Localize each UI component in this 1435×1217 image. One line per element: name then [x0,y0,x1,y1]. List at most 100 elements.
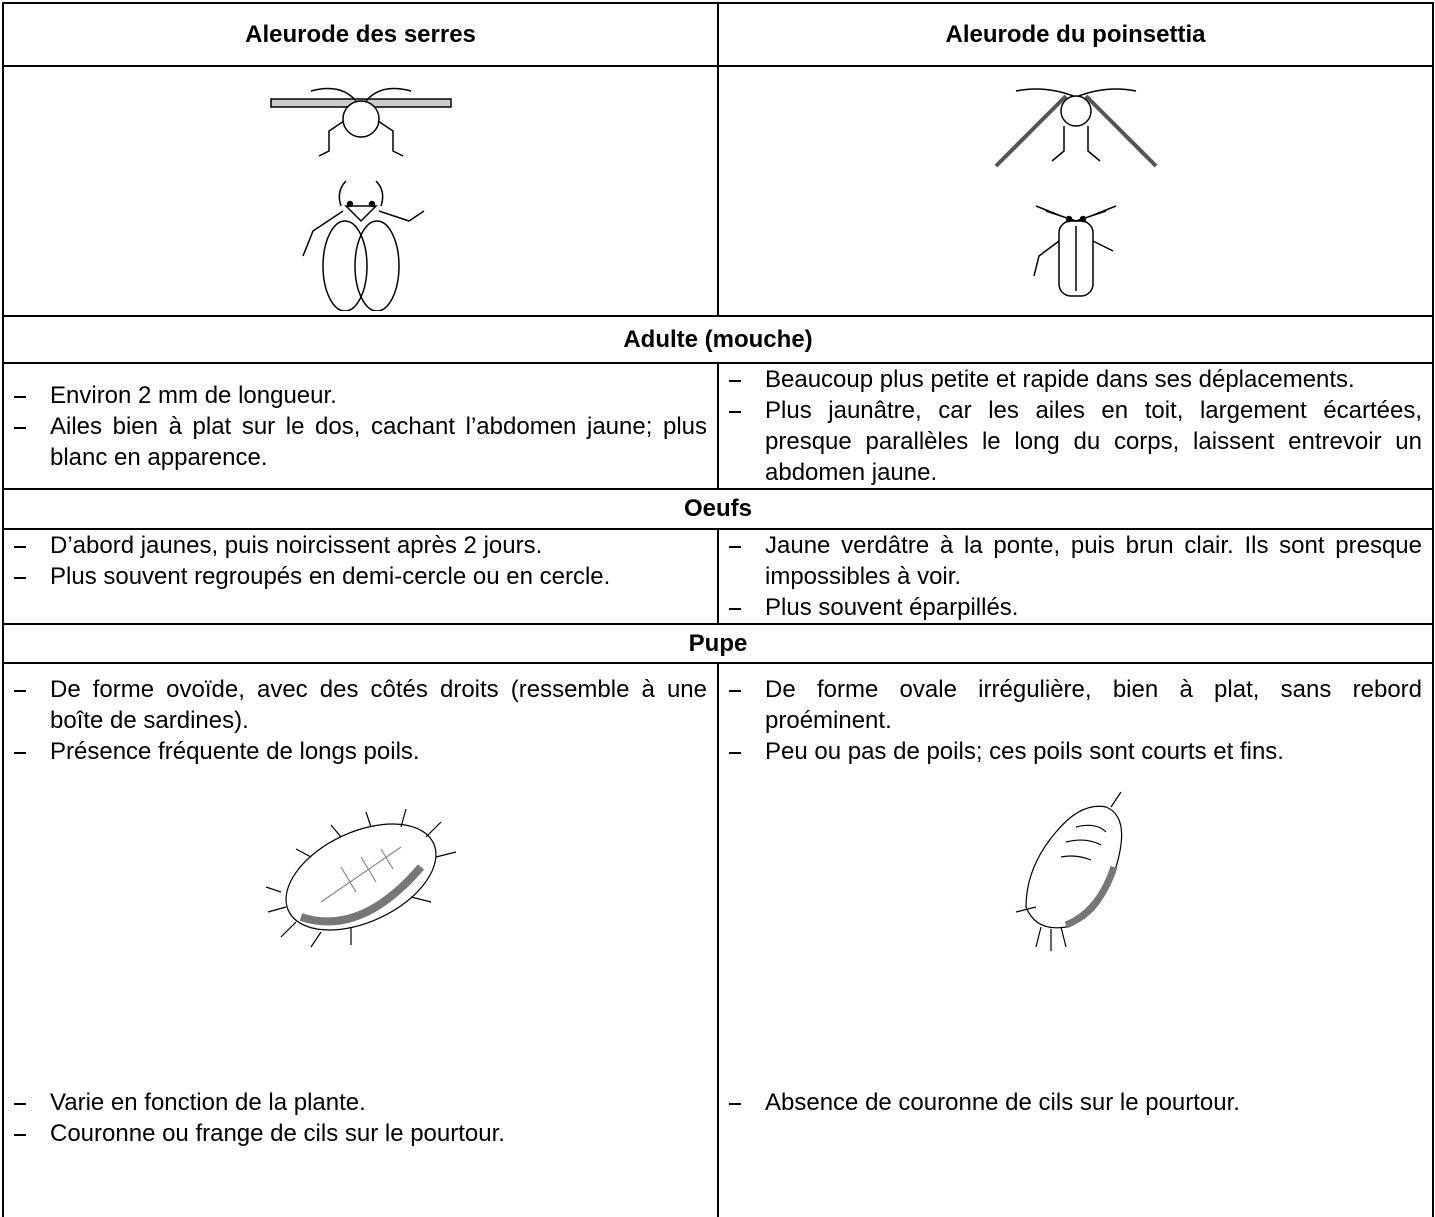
item-text: Peu ou pas de poils; ces poils sont cour… [765,738,1284,765]
drawing-part [353,220,400,311]
section-row: Adulte (mouche) [2,315,1434,364]
list-item: Plus jaunâtre, car les ailes en toit, la… [729,395,1422,488]
item-list: Varie en fonction de la plante. Couronne… [14,1087,707,1149]
content-row: Environ 2 mm de longueur. Ailes bien à p… [2,362,1434,490]
item-text: D’abord jaunes, puis noircissent après 2… [50,532,543,559]
section-title-cell: Adulte (mouche) [2,315,1434,364]
dash [729,608,741,610]
section-row: Pupe [2,623,1434,664]
dash [14,577,26,579]
dash [14,395,26,398]
item-text: Environ 2 mm de longueur. [50,381,337,409]
item-text: Plus souvent regroupés en demi-cercle ou… [50,563,611,590]
drawing-part [368,200,375,208]
item-text: Plus souvent éparpillés. [765,594,1019,621]
item-list: D’abord jaunes, puis noircissent après 2… [14,530,707,592]
drawing-part [1060,824,1106,861]
item-text: Absence de couronne de cils sur le pourt… [765,1089,1240,1116]
list-item: Beaucoup plus petite et rapide dans ses … [729,364,1422,395]
greenhouse-pupa-drawing [265,808,456,948]
dash [729,752,741,754]
list-item: Présence fréquente de longs poils. [14,736,707,767]
drawing-part [1024,805,1122,929]
poinsettia-pupa-drawing [1015,791,1122,951]
item-text: Varie en fonction de la plante. [50,1089,366,1116]
content-row: D’abord jaunes, puis noircissent après 2… [2,528,1434,625]
dash [729,411,741,413]
drawing-part [1064,865,1117,929]
drawing-part [1035,205,1116,222]
list-item: De forme ovoïde, avec des côtés droits (… [14,674,707,736]
section-title-cell: Pupe [2,623,1434,664]
dash [14,1103,26,1105]
drawing-part [1079,215,1086,223]
list-item: Ailes bien à plat sur le dos, cachant l’… [14,411,707,473]
item-text: Couronne ou frange de cils sur le pourto… [50,1120,505,1147]
list-item: Jaune verdâtre à la ponte, puis brun cla… [729,530,1422,592]
dash [14,1134,26,1136]
list-item: D’abord jaunes, puis noircissent après 2… [14,530,707,561]
dash [14,690,26,692]
greenhouse-whitefly-drawing [269,87,452,311]
item-text: Plus jaunâtre, car les ailes en toit, la… [765,397,1422,486]
item-list: De forme ovale irrégulière, bien à plat,… [729,674,1422,767]
section-title-cell: Oeufs [2,488,1434,530]
drawing-part [1051,126,1100,162]
item-list: Beaucoup plus petite et rapide dans ses … [729,364,1422,488]
poinsettia-whitefly-drawing [994,88,1157,297]
item-text: Présence fréquente de longs poils. [50,738,420,765]
section-title: Oeufs [683,495,752,522]
item-text: De forme ovoïde, avec des côtés droits (… [50,676,707,734]
item-text: Ailes bien à plat sur le dos, cachant l’… [50,412,707,471]
item-list: De forme ovoïde, avec des côtés droits (… [14,674,707,767]
item-text: Beaucoup plus petite et rapide dans ses … [765,366,1355,393]
drawing-part [299,864,424,926]
illustration-cell [717,65,1434,317]
dash [14,752,26,754]
drawing-part [994,94,1157,168]
section-title: Adulte (mouche) [623,325,813,353]
list-item: Plus souvent regroupés en demi-cercle ou… [14,561,707,592]
drawing-part [1065,215,1072,223]
illustration-row [2,65,1434,317]
drawing-part [301,180,424,257]
dash [729,380,741,382]
drawing-part [321,220,368,311]
illustration-cell [2,65,719,317]
drawing-part [1032,226,1113,291]
list-item: Absence de couronne de cils sur le pourt… [729,1087,1422,1118]
list-item: Environ 2 mm de longueur. [14,380,707,411]
drawing-part [1015,791,1121,951]
section-title: Pupe [688,629,748,657]
drawing-part [284,823,437,931]
item-text: Jaune verdâtre à la ponte, puis brun cla… [765,532,1422,590]
drawing-part [346,200,353,208]
content-cell: De forme ovale irrégulière, bien à plat,… [717,662,1434,1217]
content-cell: D’abord jaunes, puis noircissent après 2… [2,528,719,625]
content-cell: De forme ovoïde, avec des côtés droits (… [2,662,719,1217]
item-list: Absence de couronne de cils sur le pourt… [729,1087,1422,1118]
drawing-part [1059,95,1092,127]
dash [729,1103,741,1105]
content-cell: Beaucoup plus petite et rapide dans ses … [717,362,1434,490]
list-item: Couronne ou frange de cils sur le pourto… [14,1118,707,1149]
drawing-part [1057,220,1094,297]
drawing-part [318,120,403,157]
list-item: Peu ou pas de poils; ces poils sont cour… [729,736,1422,767]
list-item: Plus souvent éparpillés. [729,592,1422,623]
dash [729,690,741,692]
dash [729,546,741,548]
drawing-part [343,205,378,223]
header-cell: Aleurode du poinsettia [717,2,1434,67]
drawing-part [341,100,380,138]
dash [14,546,26,548]
header-title: Aleurode des serres [245,20,476,48]
item-list: Environ 2 mm de longueur. Ailes bien à p… [14,380,707,473]
header-title: Aleurode du poinsettia [945,20,1206,48]
content-cell: Environ 2 mm de longueur. Ailes bien à p… [2,362,719,490]
drawing-part [320,846,401,903]
list-item: De forme ovale irrégulière, bien à plat,… [729,674,1422,736]
list-item: Varie en fonction de la plante. [14,1087,707,1118]
